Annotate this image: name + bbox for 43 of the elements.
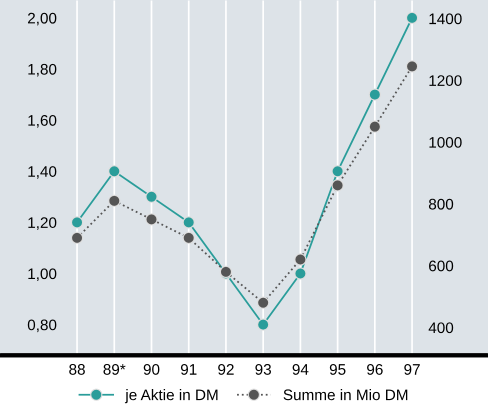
point xyxy=(368,120,381,133)
point xyxy=(145,213,158,226)
x-tick-label: 92 xyxy=(218,364,234,375)
point xyxy=(332,165,344,178)
point xyxy=(406,12,418,24)
x-tick-label: 93 xyxy=(255,364,271,375)
y2-tick-label: 1000 xyxy=(429,136,462,148)
y2-tick-label: 800 xyxy=(428,198,454,210)
y2-tick-label: 1400 xyxy=(429,13,462,24)
y-tick-label: 1,60 xyxy=(28,115,56,128)
y-tick-label: 1,20 xyxy=(28,217,56,230)
x-tick-label: 96 xyxy=(367,364,383,375)
x-tick-label: 90 xyxy=(144,364,160,375)
x-tick-label: 89* xyxy=(103,364,126,375)
y-tick-label: 1,00 xyxy=(28,268,56,281)
point xyxy=(294,253,307,266)
point xyxy=(108,165,120,178)
legend-label: Summe in Mio DM xyxy=(284,389,408,400)
legend-label: je Aktie in DM xyxy=(124,389,218,404)
y-tick-label: 0,80 xyxy=(28,319,56,332)
y2-tick-label: 600 xyxy=(429,260,454,272)
point xyxy=(145,190,158,203)
y-tick-label: 2,00 xyxy=(28,12,56,26)
x-tick-label: 97 xyxy=(404,364,420,375)
y2-tick-label: 400 xyxy=(428,322,454,334)
x-tick-label: 95 xyxy=(330,364,346,375)
x-tick-label: 91 xyxy=(180,364,196,375)
point xyxy=(182,216,195,228)
point xyxy=(257,296,270,309)
point xyxy=(108,194,120,207)
point xyxy=(257,318,270,331)
point xyxy=(332,179,344,192)
point xyxy=(70,216,84,228)
x-tick-label: 88 xyxy=(69,364,85,375)
point xyxy=(294,267,307,280)
y-tick-label: 1,80 xyxy=(28,64,56,77)
point xyxy=(368,88,381,101)
point xyxy=(182,232,195,244)
point xyxy=(406,60,418,73)
y-tick-label: 1,40 xyxy=(28,166,56,179)
x-tick-label: 94 xyxy=(292,364,308,375)
y2-tick-label: 1200 xyxy=(429,75,462,86)
point xyxy=(70,232,84,244)
